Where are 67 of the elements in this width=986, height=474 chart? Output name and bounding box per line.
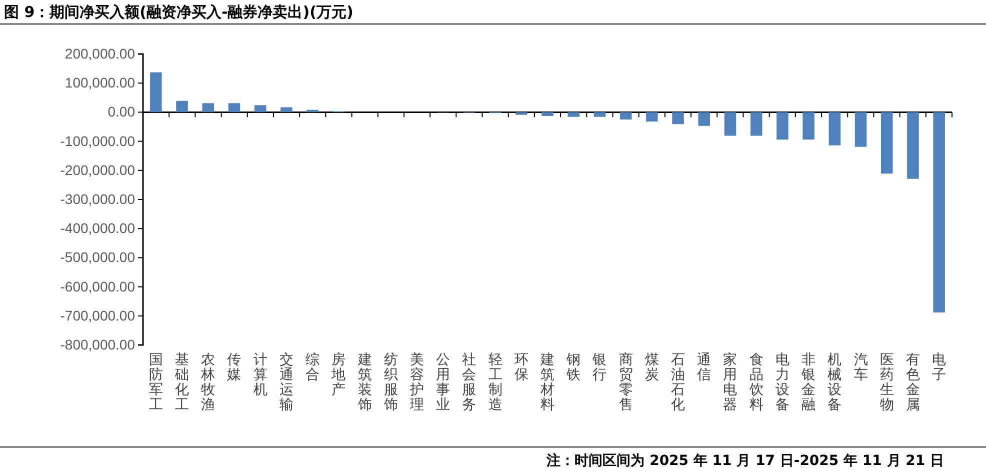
x-tick-label: 电力设备 bbox=[775, 352, 790, 413]
x-tick-label: 汽车 bbox=[854, 352, 868, 383]
x-tick-label: 家用电器 bbox=[723, 352, 738, 413]
bar bbox=[646, 112, 658, 122]
bar bbox=[933, 112, 945, 312]
x-tick-label: 公用事业 bbox=[436, 352, 450, 413]
x-tick-label: 环保 bbox=[514, 352, 528, 383]
y-tick-label: -100,000.00 bbox=[60, 132, 136, 149]
x-tick-label: 房地产 bbox=[330, 352, 346, 398]
bar bbox=[594, 112, 606, 117]
bar bbox=[854, 112, 867, 147]
bar bbox=[176, 100, 188, 112]
bar bbox=[254, 105, 266, 112]
bar bbox=[672, 112, 684, 124]
y-tick-label: -500,000.00 bbox=[60, 249, 136, 266]
x-tick-label: 建筑材料 bbox=[540, 352, 554, 413]
x-tick-label: 国防军工 bbox=[148, 352, 163, 413]
x-tick-label: 钢铁 bbox=[566, 352, 581, 383]
bar bbox=[150, 72, 162, 112]
x-tick-label: 传媒 bbox=[227, 352, 242, 383]
bar bbox=[202, 103, 214, 112]
x-tick-label: 通信 bbox=[697, 352, 712, 383]
x-tick-label: 交通运输 bbox=[279, 352, 294, 413]
x-tick-label: 纺织服饰 bbox=[382, 352, 398, 413]
x-tick-label: 机械设备 bbox=[828, 352, 842, 413]
y-tick-label: -300,000.00 bbox=[60, 190, 136, 207]
bar bbox=[750, 112, 762, 136]
bar bbox=[620, 112, 632, 120]
x-tick-label: 医药生物 bbox=[880, 352, 894, 413]
bar bbox=[698, 112, 710, 126]
x-tick-label: 石油石化 bbox=[671, 352, 686, 413]
y-tick-label: -200,000.00 bbox=[60, 162, 136, 178]
bar bbox=[280, 107, 292, 112]
bar bbox=[776, 112, 788, 140]
y-tick-label: 200,000.00 bbox=[64, 45, 136, 62]
x-tick-label: 计算机 bbox=[253, 352, 268, 398]
bar bbox=[880, 112, 893, 174]
y-tick-label: 0.00 bbox=[108, 104, 136, 120]
x-tick-label: 轻工制造 bbox=[488, 352, 502, 413]
x-tick-label: 建筑装饰 bbox=[356, 352, 372, 413]
bar bbox=[228, 103, 240, 112]
y-tick-label: 100,000.00 bbox=[64, 74, 136, 91]
x-tick-label: 社会服务 bbox=[462, 352, 476, 413]
y-tick-label: -700,000.00 bbox=[60, 307, 136, 324]
x-tick-label: 银行 bbox=[592, 352, 607, 383]
chart-title: 图 9：期间净买入额(融资净买入-融券净卖出)(万元) bbox=[4, 3, 354, 21]
x-tick-label: 商贸零售 bbox=[618, 352, 633, 413]
bar bbox=[516, 112, 528, 115]
x-tick-label: 食品饮料 bbox=[748, 352, 764, 413]
bar bbox=[828, 112, 841, 146]
x-tick-label: 电子 bbox=[932, 352, 946, 383]
y-tick-label: -600,000.00 bbox=[60, 278, 136, 294]
bar bbox=[568, 112, 580, 117]
x-tick-label: 综合 bbox=[306, 352, 320, 383]
x-tick-label: 非银金融 bbox=[800, 352, 816, 413]
bar bbox=[907, 112, 919, 179]
y-tick-label: -800,000.00 bbox=[60, 336, 136, 352]
bar bbox=[542, 112, 554, 116]
bar bbox=[802, 112, 814, 140]
bar bbox=[724, 112, 736, 136]
text: 注：时间区间为 2025 年 11 月 17 日-2025 年 11 月 21 日 bbox=[546, 452, 944, 469]
x-tick-label: 美容护理 bbox=[408, 352, 424, 413]
x-tick-label: 农林牧渔 bbox=[200, 352, 216, 413]
x-tick-label: 基础化工 bbox=[174, 352, 190, 413]
x-tick-label: 有色金属 bbox=[906, 352, 920, 413]
x-tick-label: 煤炭 bbox=[644, 352, 659, 383]
y-tick-label: -400,000.00 bbox=[60, 220, 136, 236]
